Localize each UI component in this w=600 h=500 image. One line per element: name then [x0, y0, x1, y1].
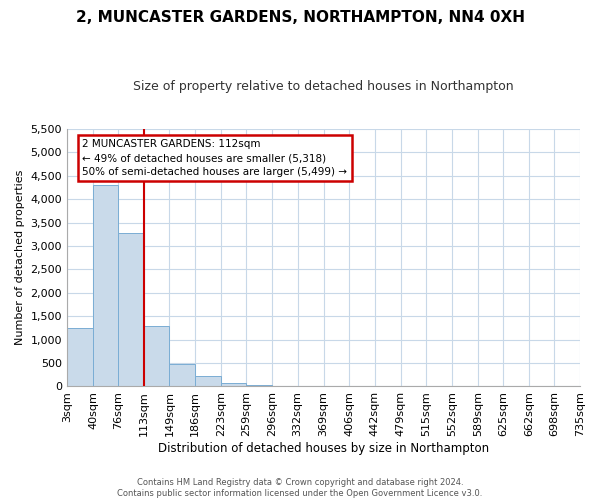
Bar: [118, 234, 144, 386]
Bar: [169, 364, 195, 386]
Bar: [247, 384, 272, 386]
Bar: [67, 328, 93, 386]
Title: Size of property relative to detached houses in Northampton: Size of property relative to detached ho…: [133, 80, 514, 93]
X-axis label: Distribution of detached houses by size in Northampton: Distribution of detached houses by size …: [158, 442, 489, 455]
Bar: [144, 326, 169, 386]
Y-axis label: Number of detached properties: Number of detached properties: [15, 170, 25, 346]
Bar: [195, 376, 221, 386]
Text: 2, MUNCASTER GARDENS, NORTHAMPTON, NN4 0XH: 2, MUNCASTER GARDENS, NORTHAMPTON, NN4 0…: [76, 10, 524, 25]
Bar: [93, 185, 118, 386]
Bar: [221, 382, 247, 386]
Text: Contains HM Land Registry data © Crown copyright and database right 2024.
Contai: Contains HM Land Registry data © Crown c…: [118, 478, 482, 498]
Text: 2 MUNCASTER GARDENS: 112sqm
← 49% of detached houses are smaller (5,318)
50% of : 2 MUNCASTER GARDENS: 112sqm ← 49% of det…: [82, 139, 347, 177]
